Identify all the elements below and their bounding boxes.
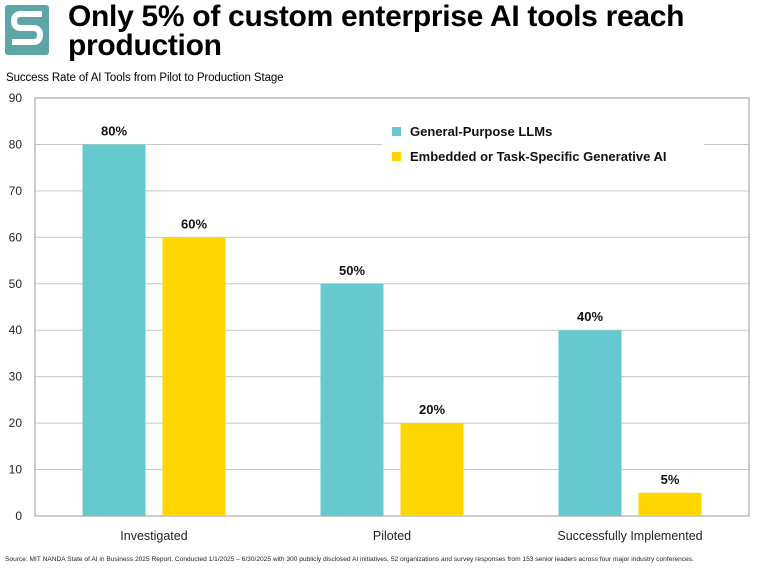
y-tick-label: 60 bbox=[9, 230, 23, 244]
y-tick-label: 0 bbox=[15, 509, 22, 523]
bars bbox=[82, 144, 702, 517]
y-tick-label: 10 bbox=[9, 463, 23, 477]
legend: General-Purpose LLMs Embedded or Task-Spe… bbox=[382, 118, 704, 170]
legend-swatch bbox=[392, 152, 401, 161]
x-tick-label: Successfully Implemented bbox=[557, 529, 702, 543]
bar-embedded-1 bbox=[400, 423, 464, 516]
plot-frame bbox=[34, 97, 750, 517]
data-label: 5% bbox=[661, 472, 680, 487]
y-tick-label: 40 bbox=[9, 323, 23, 337]
data-label: 80% bbox=[101, 123, 127, 138]
data-labels: 80% 60% 50% 20% 40% 5% bbox=[101, 123, 680, 486]
y-tick-label: 50 bbox=[9, 277, 23, 291]
x-tick-label: Investigated bbox=[120, 529, 187, 543]
data-label: 60% bbox=[181, 216, 207, 231]
x-axis: Investigated Piloted Successfully Implemen… bbox=[120, 529, 702, 543]
legend-label: General-Purpose LLMs bbox=[410, 124, 552, 139]
bar-general-purpose-0 bbox=[82, 144, 146, 516]
bar-embedded-0 bbox=[162, 237, 226, 517]
y-axis: 0 10 20 30 40 50 60 70 80 90 bbox=[9, 91, 23, 523]
bar-chart: 0 10 20 30 40 50 60 70 80 90 80% 60% 50% 20% 40% 5% In… bbox=[9, 91, 750, 543]
chart-subtitle: Success Rate of AI Tools from Pilot to P… bbox=[6, 72, 284, 84]
y-tick-label: 70 bbox=[9, 184, 23, 198]
legend-label: Embedded or Task-Specific Generative AI bbox=[410, 149, 666, 164]
legend-background bbox=[382, 118, 704, 170]
bar-general-purpose-1 bbox=[320, 283, 384, 516]
legend-swatch bbox=[392, 127, 401, 136]
bar-embedded-2 bbox=[638, 492, 702, 516]
source-note: Source: MIT NANDA State of AI in Busines… bbox=[5, 556, 694, 563]
y-tick-label: 30 bbox=[9, 370, 23, 384]
y-tick-label: 90 bbox=[9, 91, 23, 105]
data-label: 20% bbox=[419, 402, 445, 417]
y-tick-label: 20 bbox=[9, 416, 23, 430]
page-title: Only 5% of custom enterprise AI tools re… bbox=[68, 0, 685, 62]
s-logo-icon bbox=[5, 5, 49, 55]
x-tick-label: Piloted bbox=[373, 529, 411, 543]
data-label: 40% bbox=[577, 309, 603, 324]
data-label: 50% bbox=[339, 263, 365, 278]
bar-general-purpose-2 bbox=[558, 330, 622, 516]
y-tick-label: 80 bbox=[9, 137, 23, 151]
